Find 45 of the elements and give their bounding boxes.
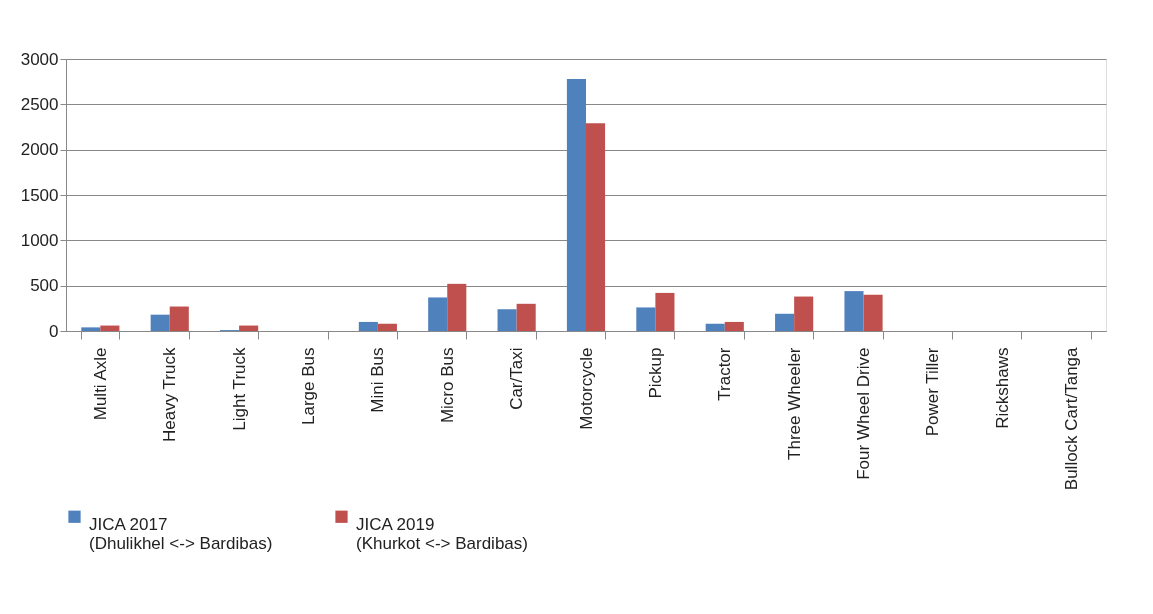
bar bbox=[724, 321, 744, 331]
bar bbox=[169, 306, 189, 331]
y-tick-label: 2500 bbox=[20, 94, 59, 114]
bar bbox=[428, 297, 448, 331]
bar bbox=[516, 303, 536, 331]
x-tick-label: Rickshaws bbox=[992, 347, 1012, 429]
x-tick-label: Bullock Cart/Tanga bbox=[1062, 346, 1082, 491]
bar bbox=[566, 78, 586, 331]
x-tick-label: Multi Axle bbox=[90, 347, 110, 421]
bar bbox=[497, 309, 517, 331]
y-tick-label: 3000 bbox=[20, 49, 59, 69]
bar bbox=[150, 314, 170, 331]
x-tick-label: Four Wheel Drive bbox=[854, 347, 874, 480]
x-tick-label: Pickup bbox=[645, 347, 665, 399]
bar bbox=[377, 323, 397, 331]
x-tick-label: Heavy Truck bbox=[160, 347, 180, 442]
x-tick-label: Power Tiller bbox=[923, 347, 943, 437]
x-tick-label: Motorcycle bbox=[576, 347, 596, 430]
y-tick-label: 1000 bbox=[20, 230, 59, 250]
y-tick-label: 500 bbox=[30, 276, 59, 296]
y-tick-label: 1500 bbox=[20, 185, 59, 205]
bar bbox=[655, 292, 675, 331]
legend-label: JICA 2017 (Dhulikhel <-> Bardibas) bbox=[89, 514, 273, 553]
x-tick-label: Tractor bbox=[715, 347, 735, 401]
bar bbox=[794, 296, 814, 331]
x-tick-label: Large Bus bbox=[298, 347, 318, 425]
x-tick-label: Three Wheeler bbox=[784, 347, 804, 460]
x-tick-label: Mini Bus bbox=[368, 347, 388, 413]
bar bbox=[705, 323, 725, 331]
bar bbox=[239, 325, 259, 331]
x-tick-label: Light Truck bbox=[229, 347, 249, 431]
bar bbox=[844, 291, 864, 331]
y-tick-label: 0 bbox=[49, 321, 59, 341]
bar bbox=[586, 123, 606, 331]
x-tick-label: Micro Bus bbox=[437, 347, 457, 424]
legend-label: JICA 2019 (Khurkot <-> Bardibas) bbox=[356, 514, 528, 553]
bar bbox=[81, 327, 101, 331]
bar bbox=[863, 294, 883, 331]
y-tick-label: 2000 bbox=[20, 140, 59, 160]
bar bbox=[636, 307, 656, 331]
bar bbox=[775, 313, 795, 331]
bar bbox=[100, 325, 120, 331]
x-tick-label: Car/Taxi bbox=[507, 347, 527, 410]
bar bbox=[447, 283, 467, 331]
bar bbox=[358, 321, 378, 331]
